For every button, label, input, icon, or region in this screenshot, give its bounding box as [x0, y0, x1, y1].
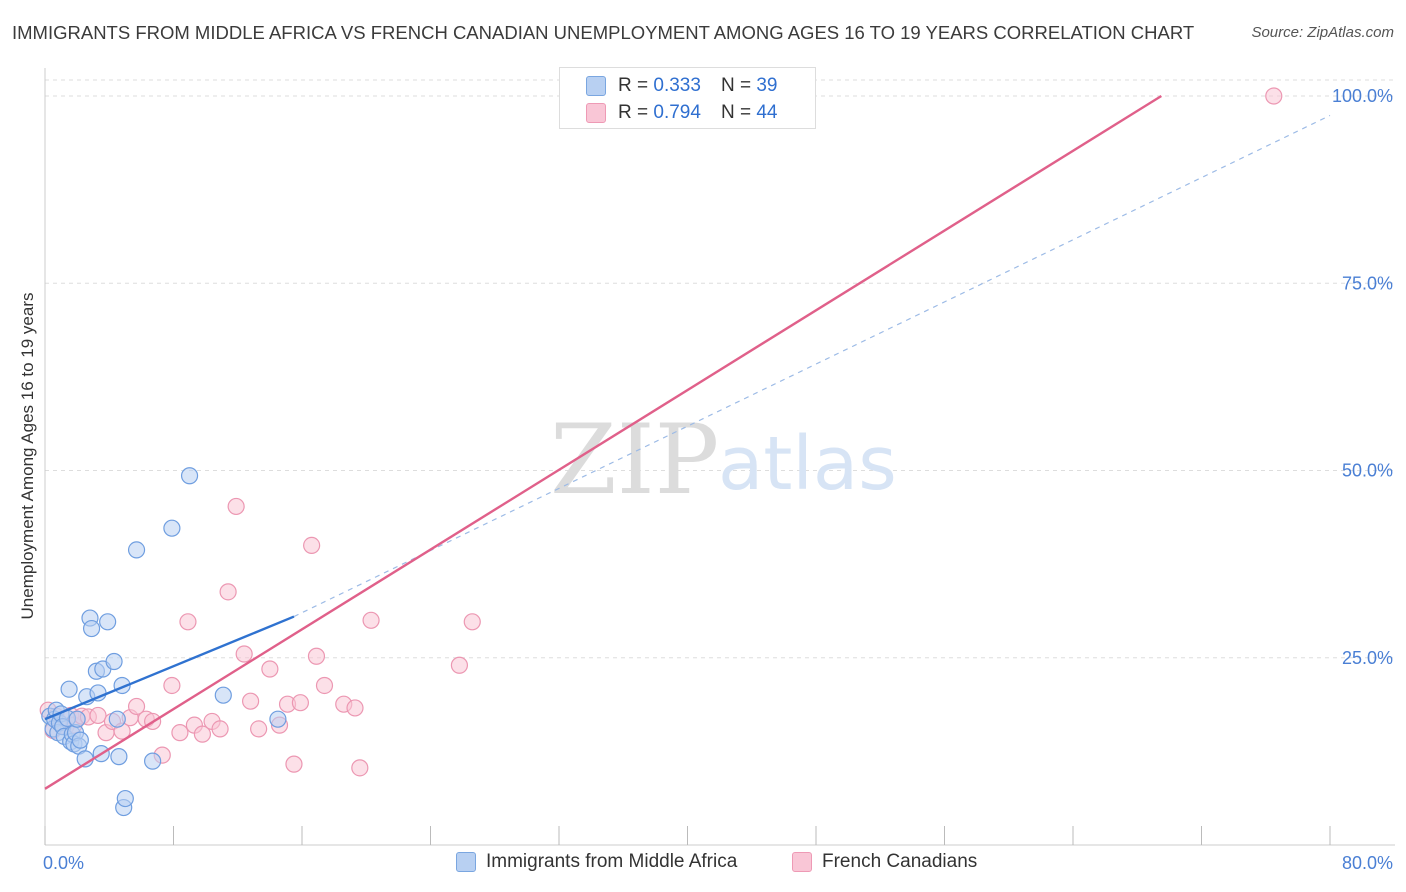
legend-row-pink: R = 0.794 N = 44 — [586, 101, 777, 125]
data-point — [351, 759, 369, 777]
data-point — [235, 645, 253, 663]
data-point — [250, 720, 268, 738]
data-point — [214, 686, 232, 704]
legend-r-label-pink: R = — [618, 102, 649, 123]
data-point — [127, 541, 146, 559]
legend-n-label-pink: N = — [720, 102, 752, 123]
legend-label-french-canadians: French Canadians — [822, 851, 978, 872]
data-point — [144, 752, 162, 770]
legend-item-french-canadians: French Canadians — [792, 851, 977, 873]
legend-r-value-pink: 0.794 — [653, 102, 701, 123]
series-immigrants-middle-africa — [41, 467, 287, 817]
data-point — [127, 697, 146, 716]
data-point — [110, 748, 128, 766]
data-point — [68, 710, 86, 728]
y-tick-label: 100.0% — [1332, 86, 1393, 106]
data-point — [1265, 87, 1283, 105]
data-point — [193, 725, 212, 743]
data-point — [179, 613, 197, 631]
x-tick-label: 80.0% — [1342, 853, 1393, 873]
data-point — [285, 755, 303, 773]
y-tick-label: 50.0% — [1342, 461, 1393, 481]
data-point — [116, 789, 134, 808]
legend-item-immigrants-middle-africa: Immigrants from Middle Africa — [456, 851, 737, 873]
y-axis-label: Unemployment Among Ages 16 to 19 years — [18, 292, 37, 620]
data-point — [180, 467, 199, 485]
data-point — [450, 656, 469, 674]
data-point — [89, 706, 107, 725]
source-label: Source: ZipAtlas.com — [1251, 24, 1394, 41]
data-point — [82, 619, 101, 638]
legend-r-value-blue: 0.333 — [653, 75, 701, 96]
legend-n-value-pink: 44 — [756, 102, 778, 123]
data-point — [291, 694, 309, 712]
chart-title: IMMIGRANTS FROM MIDDLE AFRICA VS FRENCH … — [12, 22, 1195, 43]
legend-swatch-immigrants — [456, 852, 476, 872]
trend-line-pink — [44, 94, 1162, 790]
data-point — [346, 699, 364, 717]
data-point — [163, 676, 181, 695]
legend-swatch-blue — [586, 76, 606, 96]
data-point — [227, 497, 245, 516]
legend-swatch-pink — [586, 103, 606, 123]
y-tick-label: 75.0% — [1342, 273, 1393, 293]
series-legend: Immigrants from Middle Africa French Can… — [0, 851, 1406, 877]
legend-n-value-blue: 39 — [756, 75, 778, 96]
data-point — [105, 652, 123, 671]
legend-swatch-french-canadians — [792, 852, 812, 872]
data-point — [171, 724, 189, 742]
legend-row-blue: R = 0.333 N = 39 — [586, 74, 777, 98]
data-point — [463, 613, 481, 631]
data-point — [219, 583, 237, 601]
data-point — [362, 611, 380, 629]
data-point — [163, 519, 181, 537]
trend-line-blue-extension — [293, 114, 1331, 618]
y-tick-label: 25.0% — [1342, 648, 1393, 668]
data-point — [261, 660, 279, 678]
data-point — [269, 710, 287, 728]
correlation-legend: R = 0.333 N = 39 R = 0.794 N = 44 — [559, 67, 816, 129]
data-point — [211, 720, 229, 738]
legend-r-label-blue: R = — [618, 75, 649, 96]
legend-n-label-blue: N = — [720, 75, 752, 96]
data-point — [242, 692, 260, 710]
legend-label-immigrants: Immigrants from Middle Africa — [486, 851, 738, 872]
x-tick-label: 0.0% — [43, 853, 84, 873]
watermark-atlas: atlas — [718, 421, 897, 507]
data-point — [315, 676, 334, 695]
watermark: ZIP atlas — [550, 404, 897, 516]
data-point — [303, 536, 321, 555]
data-point — [307, 647, 326, 665]
data-point — [108, 710, 126, 728]
data-point — [71, 731, 89, 749]
tick-labels: 25.0% 50.0% 75.0% 100.0% 0.0% 80.0% — [43, 86, 1393, 873]
data-point — [99, 613, 117, 631]
data-point — [60, 680, 78, 698]
trend-line-blue — [44, 615, 295, 721]
trend-lines — [44, 94, 1331, 790]
